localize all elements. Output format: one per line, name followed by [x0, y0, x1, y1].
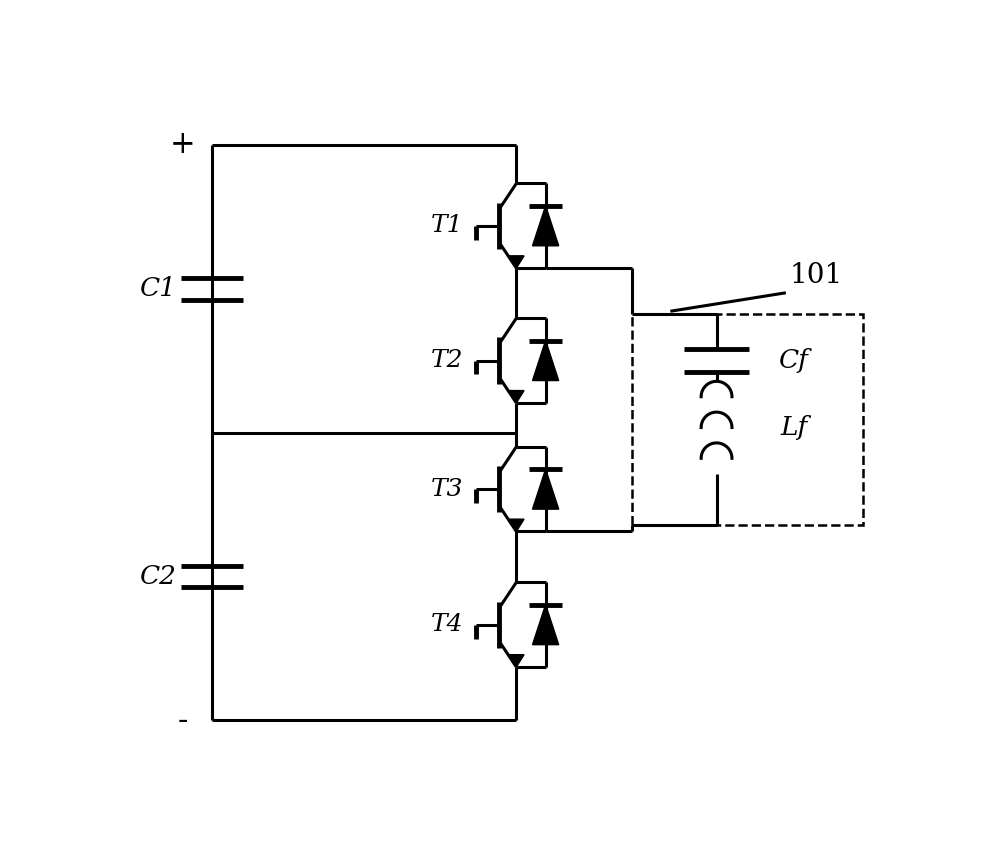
Text: C1: C1 [140, 276, 177, 301]
Text: +: + [170, 130, 196, 161]
Text: C2: C2 [140, 564, 177, 589]
Polygon shape [509, 391, 524, 402]
Bar [632, 314, 863, 525]
Polygon shape [509, 655, 524, 667]
Text: T4: T4 [431, 613, 463, 637]
Text: Lf: Lf [780, 415, 807, 440]
Text: Cf: Cf [779, 348, 808, 373]
Polygon shape [509, 256, 524, 268]
Polygon shape [533, 205, 559, 246]
Polygon shape [509, 520, 524, 531]
Text: -: - [178, 705, 188, 736]
Polygon shape [533, 469, 559, 509]
Polygon shape [533, 605, 559, 645]
Text: T2: T2 [431, 349, 463, 372]
Text: T3: T3 [431, 477, 463, 501]
Polygon shape [533, 340, 559, 381]
Text: 101: 101 [790, 263, 843, 290]
Text: T1: T1 [431, 214, 463, 237]
